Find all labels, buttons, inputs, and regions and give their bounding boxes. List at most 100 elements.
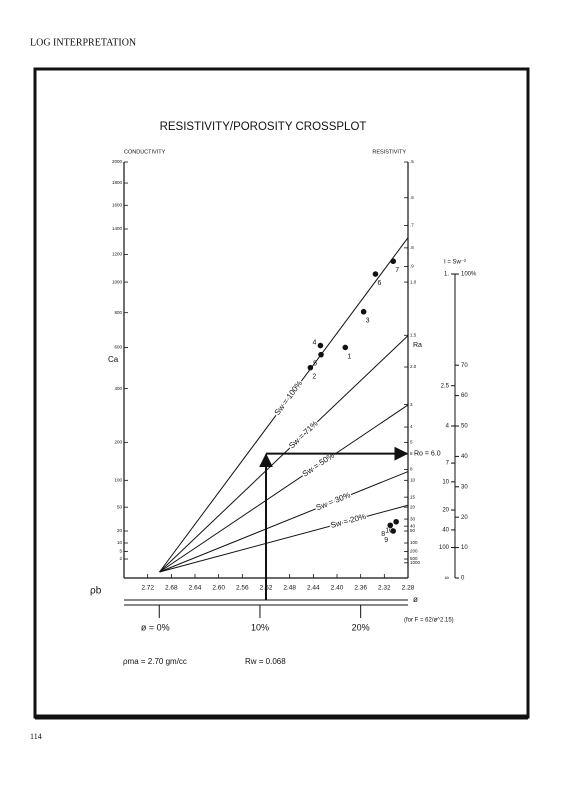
y2-tick-label: 200: [410, 549, 418, 554]
page-number: 114: [30, 732, 42, 741]
x-axis-label: ρb: [90, 586, 102, 597]
y2-tick-label: .6: [410, 195, 414, 200]
sw-line: [159, 504, 409, 573]
sw-line-label: Sw = 50%: [301, 451, 336, 479]
chart-title: RESISTIVITY/POROSITY CROSSPLOT: [160, 121, 367, 133]
y2-tick-label: 50: [410, 528, 416, 533]
ratio-tick-label: 1.: [444, 272, 449, 278]
x-tick-label: 2.60: [212, 585, 225, 592]
data-point: [342, 344, 349, 351]
data-point: [387, 522, 394, 529]
x-tick-label: 2.72: [141, 585, 154, 592]
ratio-tick-label: 4: [446, 424, 450, 430]
ratio-tick-label: 7: [446, 461, 450, 467]
y-tick-label: 100: [114, 478, 122, 483]
point-label: 8: [381, 531, 385, 538]
y2-tick-label: 1.0: [410, 279, 417, 284]
porosity-note: (for F = 62/ø^2.15): [404, 618, 454, 624]
point-label: 2: [312, 373, 316, 380]
y2-tick-label: 10: [410, 478, 416, 483]
data-point: [307, 364, 314, 371]
y-tick-label: 1000: [112, 279, 123, 284]
sw-tick-label: 0: [461, 576, 465, 582]
ratio-tick-label: 10: [442, 479, 449, 485]
ratio-tick-label: 40: [442, 528, 449, 534]
sw-line: [159, 237, 409, 573]
y2-tick-label: 6: [410, 451, 413, 456]
y2-tick-label: 2.0: [410, 364, 417, 369]
sw-line-label: Sw = 30%: [315, 490, 352, 512]
y2-tick-label: .5: [410, 159, 414, 164]
y-tick-label: 2: [119, 556, 122, 561]
data-point: [372, 271, 379, 277]
y2-tick-label: .9: [410, 264, 414, 269]
sw-scale-title: I = Sw⁻²: [444, 260, 466, 266]
x-tick-label: 2.36: [354, 585, 367, 592]
y-tick-label: 2000: [112, 159, 123, 164]
point-label: 3: [366, 318, 370, 325]
y2-tick-label: 5: [410, 440, 413, 445]
y-tick-label: 200: [114, 440, 122, 445]
y-tick-label: 1200: [112, 252, 123, 257]
y-axis-label: Ca: [108, 355, 119, 364]
x-tick-label: 2.28: [402, 585, 415, 592]
sw-line-label: Sw = 20%: [330, 512, 367, 530]
y-tick-label: 800: [114, 310, 122, 315]
point-label: 1: [347, 353, 351, 360]
y2-tick-label: 15: [410, 494, 416, 499]
point-label: 9: [384, 537, 388, 544]
ratio-infinity-label: ∞: [445, 576, 449, 582]
x-tick-label: 2.48: [283, 585, 296, 592]
y2-tick-label: 30: [410, 516, 416, 521]
sw-tick-label: 40: [461, 454, 468, 460]
porosity-axis-label: ø: [413, 595, 418, 604]
y2-tick-label: 8: [410, 467, 413, 472]
porosity-tick-label: ø = 0%: [141, 622, 170, 632]
page-header: LOG INTERPRETATION: [30, 37, 136, 48]
y-tick-label: 50: [117, 504, 123, 509]
note: Rw = 0.068: [245, 657, 286, 666]
sw-line-label: Sw = 100%: [273, 379, 305, 417]
ratio-tick-label: 100: [439, 545, 450, 551]
sw-tick-label: 60: [461, 393, 468, 399]
y2-tick-label: 3: [410, 402, 413, 407]
point-label: 4: [312, 339, 316, 346]
data-point: [390, 258, 397, 265]
point-label: 7: [395, 267, 399, 274]
y2-tick-label: 500: [410, 556, 418, 561]
y-tick-label: 1600: [112, 202, 123, 207]
y-tick-label: 1400: [112, 226, 123, 231]
y-tick-label: 5: [119, 549, 122, 554]
ratio-tick-label: 2.5: [441, 383, 450, 389]
y-tick-label: 10: [117, 540, 123, 545]
x-tick-label: 2.56: [236, 585, 249, 592]
annotation-label: Ro = 6.0: [414, 450, 441, 457]
porosity-tick-label: 20%: [352, 622, 370, 632]
data-point: [318, 351, 324, 358]
x-tick-label: 2.40: [331, 585, 344, 592]
data-point: [393, 518, 399, 525]
point-label: 6: [378, 280, 382, 287]
y2-axis-label: Ra: [413, 342, 422, 349]
y-tick-label: 400: [114, 386, 122, 391]
data-point: [317, 342, 324, 349]
y-tick-label: 600: [114, 345, 122, 350]
y2-tick-label: 1000: [410, 560, 421, 565]
y2-tick-label: .7: [410, 223, 414, 228]
point-label: 10: [385, 528, 393, 535]
sw-tick-label: 20: [461, 515, 468, 521]
sw-tick-label: 100%: [461, 272, 477, 278]
x-tick-label: 2.68: [165, 585, 178, 592]
y2-tick-label: 4: [410, 424, 413, 429]
ratio-tick-label: 20: [442, 508, 449, 514]
sw-tick-label: 30: [461, 484, 468, 490]
porosity-tick-label: 10%: [251, 622, 269, 632]
left-axis-title: CONDUCTIVITY: [124, 149, 166, 155]
y2-tick-label: 40: [410, 523, 416, 528]
y2-tick-label: 1.5: [410, 332, 417, 337]
y2-tick-label: .8: [410, 245, 414, 250]
data-point: [360, 308, 367, 315]
y2-tick-label: 100: [410, 540, 418, 545]
